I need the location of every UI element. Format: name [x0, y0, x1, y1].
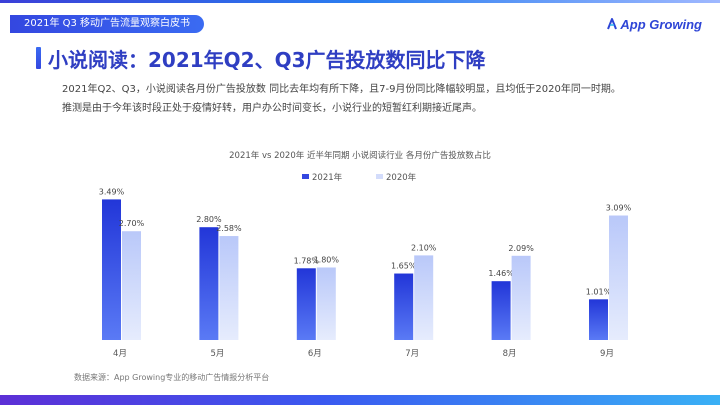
x-tick-label: 4月 [113, 349, 127, 359]
data-label-2021-6: 1.78% [294, 256, 320, 265]
x-tick-label: 6月 [308, 349, 322, 359]
x-tick-label: 5月 [210, 349, 224, 359]
x-tick-label: 9月 [600, 349, 614, 359]
data-label-2020-5: 2.58% [216, 224, 242, 233]
data-label-2021-7: 1.65% [391, 262, 417, 271]
x-tick-label: 8月 [503, 349, 517, 359]
data-label-2020-9: 3.09% [606, 204, 632, 213]
bar-2021-9 [589, 299, 608, 340]
bar-2021-5 [199, 227, 219, 340]
bar-2020-6 [316, 267, 336, 340]
bar-2021-4 [102, 199, 121, 340]
data-source-note: 数据来源：App Growing专业的移动广告情报分析平台 [74, 373, 270, 382]
bar-2020-9 [609, 215, 628, 340]
legend-label-2020: 2020年 [386, 172, 417, 183]
bar-2021-7 [394, 273, 414, 340]
legend-swatch-2021 [302, 174, 309, 179]
data-label-2021-8: 1.46% [488, 269, 514, 278]
page-title: 小说阅读：2021年Q2、Q3广告投放数同比下降 [48, 48, 486, 72]
bar-2020-4 [122, 231, 141, 340]
data-label-2020-4: 2.70% [119, 219, 145, 228]
bar-2021-6 [296, 268, 316, 340]
description-line-2: 推测是由于今年该时段正处于疫情好转，用户办公时间变长，小说行业的短暂红利期接近尾… [62, 103, 482, 114]
description-line-1: 2021年Q2、Q3，小说阅读各月份广告投放数 同比去年均有所下降，且7-9月份… [62, 84, 621, 95]
top-accent-bar [0, 0, 720, 3]
data-label-2020-6: 1.80% [314, 255, 340, 264]
bottom-accent-bar [0, 395, 720, 405]
chart-title: 2021年 vs 2020年 近半年同期 小说阅读行业 各月份广告投放数占比 [229, 150, 491, 161]
data-label-2021-5: 2.80% [196, 215, 222, 224]
bar-2020-5 [219, 236, 239, 340]
appgrowing-logo-icon [607, 18, 618, 30]
chart-canvas: 2021年 vs 2020年 近半年同期 小说阅读行业 各月份广告投放数占比 20… [99, 150, 632, 359]
bar-2021-8 [491, 281, 511, 340]
bar-chart: 2021年 vs 2020年 近半年同期 小说阅读行业 各月份广告投放数占比 20… [0, 140, 720, 370]
report-tag: 2021年 Q3 移动广告流量观察白皮书 [10, 15, 204, 33]
bar-2020-7 [414, 255, 434, 340]
data-label-2020-7: 2.10% [411, 243, 437, 252]
app-growing-logo: App Growing [607, 14, 702, 34]
title-accent [36, 47, 41, 69]
data-label-2021-4: 3.49% [99, 187, 125, 196]
logo-text: App Growing [620, 16, 702, 32]
legend-swatch-2020 [376, 174, 383, 179]
x-tick-label: 7月 [405, 349, 419, 359]
data-label-2020-8: 2.09% [508, 244, 534, 253]
data-label-2021-9: 1.01% [586, 287, 612, 296]
legend-label-2021: 2021年 [312, 172, 343, 183]
description: 2021年Q2、Q3，小说阅读各月份广告投放数 同比去年均有所下降，且7-9月份… [62, 80, 702, 118]
bar-2020-8 [511, 255, 531, 340]
